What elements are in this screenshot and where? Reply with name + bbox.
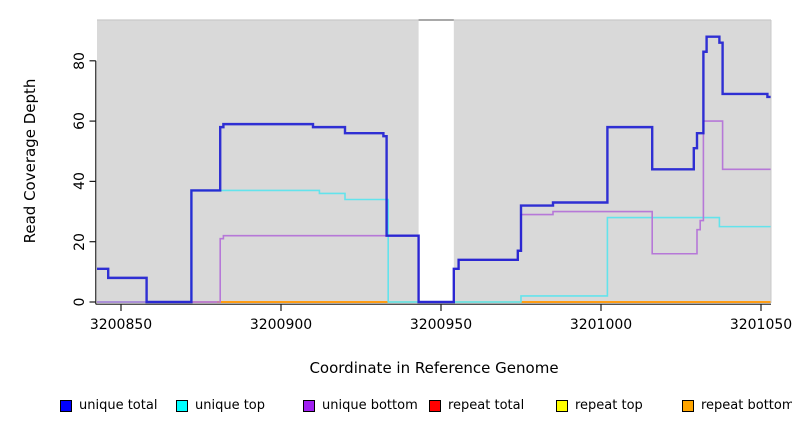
legend-label: repeat bottom <box>701 398 792 413</box>
x-tick-label: 3200850 <box>89 317 153 333</box>
plot-canvas <box>89 19 772 311</box>
legend-label: repeat total <box>448 398 525 413</box>
x-tick-label: 3200950 <box>409 317 473 333</box>
legend-swatch-icon <box>176 400 188 412</box>
y-tick-label: 60 <box>72 112 88 131</box>
y-tick-label: 20 <box>72 232 88 251</box>
series-line-unique-top <box>97 189 771 303</box>
y-axis-title: Read Coverage Depth <box>21 78 39 244</box>
y-tick-label: 40 <box>72 172 88 191</box>
legend-swatch-icon <box>682 400 694 412</box>
legend-swatch-icon <box>303 400 315 412</box>
y-tick-label: 0 <box>72 297 88 307</box>
legend-label: unique bottom <box>322 398 418 413</box>
y-tick-label: 80 <box>72 51 88 70</box>
masked-region <box>418 20 454 303</box>
series-line-unique-total <box>97 35 771 304</box>
legend-label: unique top <box>195 398 266 413</box>
x-axis-title: Coordinate in Reference Genome <box>309 359 559 377</box>
x-tick-label: 3201050 <box>729 317 792 333</box>
legend-swatch-icon <box>429 400 441 412</box>
legend-label: repeat top <box>575 398 643 413</box>
legend-swatch-icon <box>60 400 72 412</box>
x-tick-label: 3201000 <box>569 317 633 333</box>
x-tick-label: 3200900 <box>249 317 313 333</box>
legend-swatch-icon <box>556 400 568 412</box>
legend-label: unique total <box>79 398 158 413</box>
